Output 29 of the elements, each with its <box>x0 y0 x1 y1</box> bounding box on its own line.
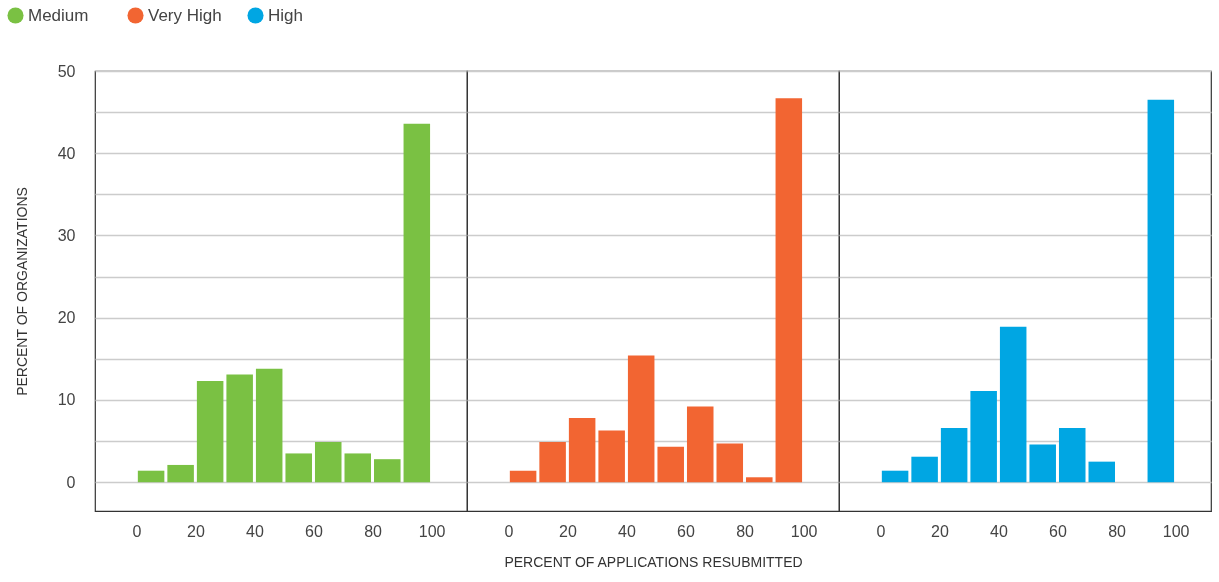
x-tick-label: 0 <box>132 522 142 540</box>
x-tick-label: 20 <box>558 522 577 540</box>
x-tick-label: 100 <box>418 522 446 540</box>
x-tick-label: 60 <box>305 522 323 540</box>
y-tick-label: 0 <box>66 473 76 491</box>
y-axis-title: PERCENT OF ORGANIZATIONS <box>13 187 30 396</box>
x-tick-label: 60 <box>1049 522 1067 540</box>
legend-label: High <box>268 5 303 25</box>
legend-label: Very High <box>148 5 222 25</box>
x-tick-label: 20 <box>930 522 949 540</box>
x-tick-label: 80 <box>364 522 383 540</box>
x-tick-label: 0 <box>504 522 514 540</box>
legend-label: Medium <box>28 5 89 25</box>
x-tick-label: 40 <box>246 522 264 540</box>
x-tick-label: 40 <box>990 522 1008 540</box>
x-tick-label: 100 <box>1162 522 1190 540</box>
x-tick-label: 80 <box>1108 522 1127 540</box>
y-tick-label: 50 <box>57 62 76 80</box>
x-tick-label: 80 <box>736 522 755 540</box>
y-tick-label: 40 <box>57 144 76 162</box>
x-tick-label: 0 <box>876 522 886 540</box>
x-tick-label: 40 <box>618 522 636 540</box>
x-tick-label: 20 <box>186 522 205 540</box>
x-tick-label: 60 <box>677 522 695 540</box>
y-tick-label: 30 <box>57 226 76 244</box>
y-tick-label: 10 <box>57 391 76 409</box>
x-axis-title: PERCENT OF APPLICATIONS RESUBMITTED <box>504 553 803 570</box>
x-tick-label: 100 <box>790 522 818 540</box>
y-tick-label: 20 <box>57 309 76 327</box>
